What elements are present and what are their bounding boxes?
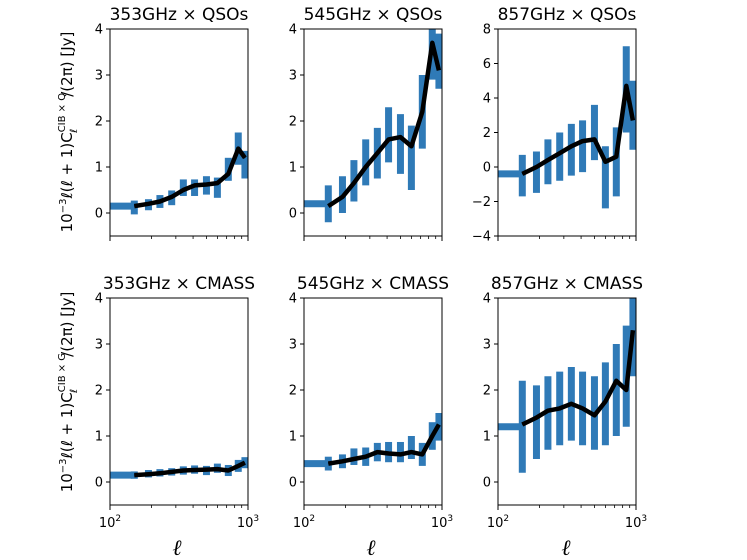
x-tick-label: 102 (487, 514, 509, 531)
y-tick-label: 0 (289, 207, 297, 222)
panel-6: 857GHz × CMASS 0 1 2 3 4 102 103 (483, 274, 647, 531)
y-tick-label: 0 (483, 161, 491, 176)
y-axis-label-top: 10−3ℓ(ℓ + 1)CCIB × Qℓ/(2π) [Jy] (57, 32, 80, 233)
model-curve (521, 85, 634, 175)
panel-1: 353GHz × QSOs 0 1 2 3 4 (95, 5, 249, 241)
y-tick-label: 3 (289, 69, 297, 84)
x-axis-label-left: ℓ (172, 536, 182, 560)
panel-3: 857GHz × QSOs −4 −2 0 2 4 6 8 (472, 5, 637, 245)
x-axis-label-middle: ℓ (366, 536, 376, 560)
panel-title: 353GHz × QSOs (110, 5, 249, 25)
y-tick-label: 0 (289, 476, 297, 491)
panel-title: 545GHz × QSOs (304, 5, 443, 25)
x-tick-label: 103 (237, 514, 259, 531)
y-tick-label: 4 (95, 23, 103, 38)
panel-title: 857GHz × CMASS (491, 274, 643, 294)
y-tick-label: 4 (95, 292, 103, 307)
y-tick-label: 1 (483, 430, 491, 445)
x-tick-label: 102 (293, 514, 315, 531)
y-tick-label: 2 (289, 384, 297, 399)
axes-frame (109, 28, 249, 237)
model-curve (521, 330, 634, 426)
y-tick-label: 3 (95, 69, 103, 84)
panel-title: 545GHz × CMASS (297, 274, 449, 294)
y-tick-label: 1 (95, 161, 103, 176)
y-tick-label: 1 (289, 430, 297, 445)
y-tick-label: 3 (95, 338, 103, 353)
y-tick-label: 4 (289, 292, 297, 307)
y-tick-label: 8 (483, 23, 491, 38)
y-tick-label: 2 (483, 126, 491, 141)
y-tick-label: 3 (289, 338, 297, 353)
x-tick-label: 102 (99, 514, 121, 531)
y-tick-label: 0 (95, 476, 103, 491)
y-tick-label: 2 (289, 115, 297, 130)
panel-5: 545GHz × CMASS 0 1 2 3 4 102 103 (289, 274, 453, 531)
y-tick-label: 2 (95, 115, 103, 130)
y-tick-label: −2 (472, 195, 491, 210)
y-tick-label: 6 (483, 57, 491, 72)
y-tick-label: 4 (483, 292, 491, 307)
panel-2: 545GHz × QSOs 0 1 2 3 4 (289, 5, 443, 241)
x-tick-label: 103 (625, 514, 647, 531)
model-curve (134, 461, 246, 477)
y-tick-label: 2 (483, 384, 491, 399)
y-tick-label: 3 (483, 338, 491, 353)
x-axis-label-right: ℓ (561, 536, 571, 560)
y-tick-label: −4 (472, 230, 491, 245)
y-tick-label: 0 (95, 207, 103, 222)
axes-frame (109, 297, 249, 506)
y-tick-label: 4 (483, 92, 491, 107)
y-tick-label: 0 (483, 476, 491, 491)
y-tick-label: 2 (95, 384, 103, 399)
y-axis-label-bottom: 10−3ℓ(ℓ + 1)CCIB × Gℓ/(2π) [Jy] (57, 292, 80, 493)
panel-4: 353GHz × CMASS 0 1 2 3 4 102 103 (95, 274, 259, 531)
y-tick-label: 1 (95, 430, 103, 445)
axes-frame (303, 28, 443, 237)
y-tick-label: 4 (289, 23, 297, 38)
y-tick-label: 1 (289, 161, 297, 176)
axes-frame (497, 297, 637, 506)
model-curve (134, 147, 246, 208)
x-tick-label: 103 (431, 514, 453, 531)
panel-title: 857GHz × QSOs (498, 5, 637, 25)
panel-title: 353GHz × CMASS (103, 274, 255, 294)
axes-frame (303, 297, 443, 506)
model-curve (327, 41, 440, 207)
model-curve (328, 424, 440, 465)
